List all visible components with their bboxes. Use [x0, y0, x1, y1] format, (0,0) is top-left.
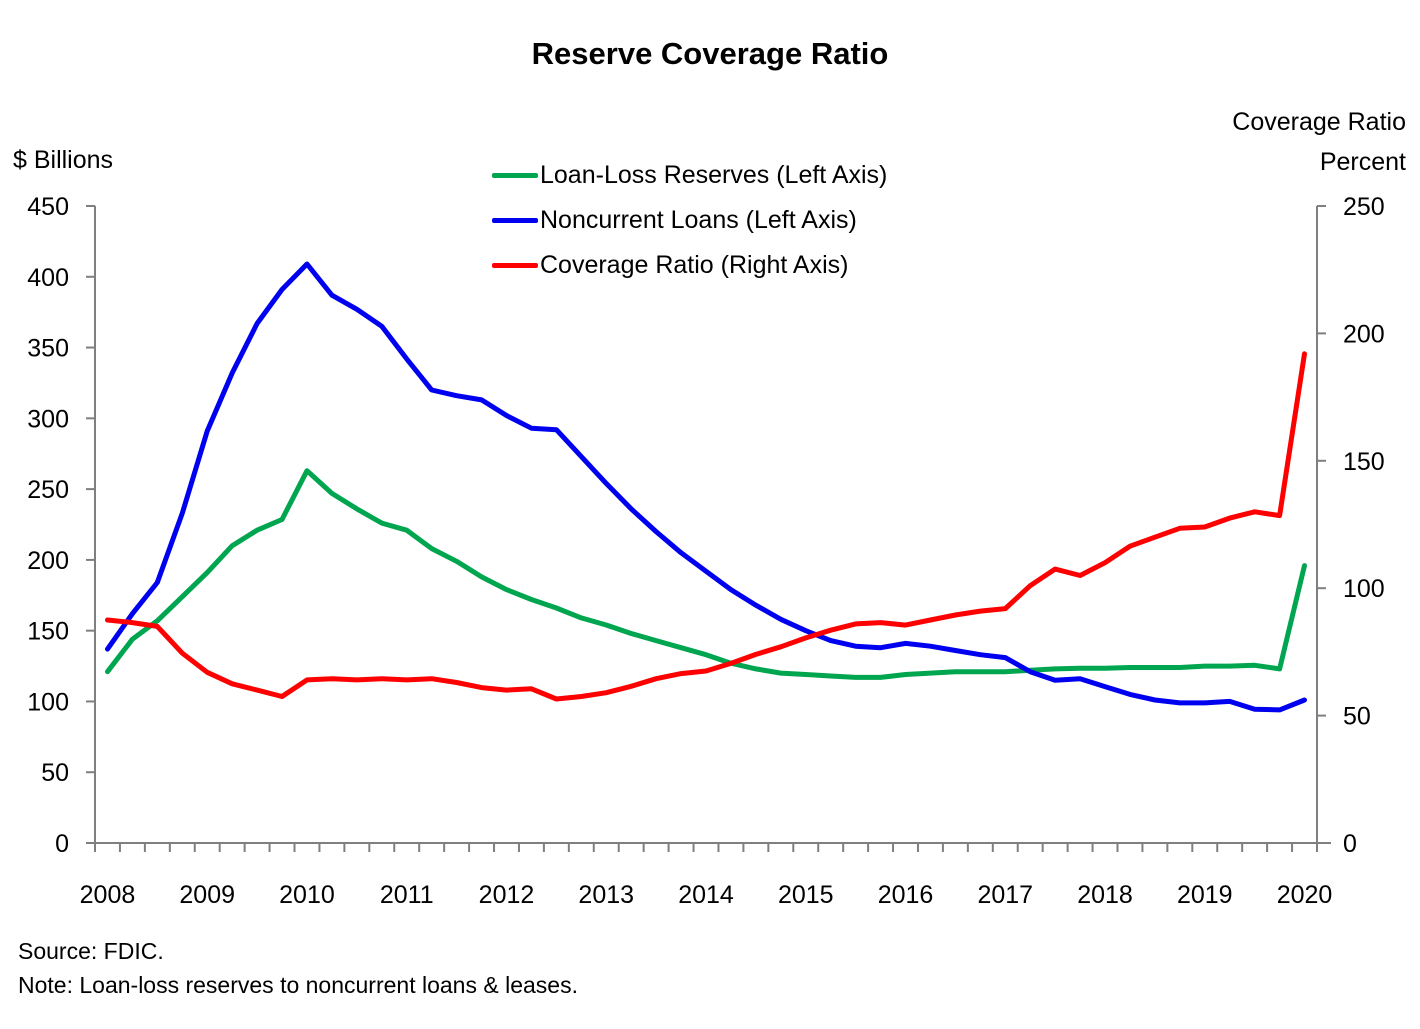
left-axis-tick-label: 150: [27, 618, 69, 646]
legend-item-noncurrent-loans: Noncurrent Loans (Left Axis): [492, 198, 887, 243]
x-axis-year-label: 2012: [479, 881, 535, 909]
series-line-coverage-ratio-right-axis: [105, 351, 1307, 702]
right-axis-header-line2: Percent: [1319, 148, 1406, 176]
right-axis-tick-label: 200: [1343, 320, 1385, 348]
series-line-noncurrent-loans-left-axis: [105, 261, 1307, 713]
x-axis-year-label: 2014: [678, 881, 734, 909]
x-axis-year-label: 2010: [279, 881, 335, 909]
legend-swatch-blue-line: [492, 218, 538, 223]
legend-label: Loan-Loss Reserves (Left Axis): [540, 161, 888, 189]
source-note-block: Source: FDIC. Note: Loan-loss reserves t…: [18, 934, 578, 1002]
note-text: Note: Loan-loss reserves to noncurrent l…: [18, 972, 578, 998]
x-axis-year-label: 2011: [380, 881, 434, 909]
right-axis-tick-label: 0: [1343, 830, 1357, 858]
x-axis-year-label: 2009: [179, 881, 235, 909]
chart-title: Reserve Coverage Ratio: [531, 36, 889, 71]
right-axis-header: Coverage Ratio Percent: [1232, 102, 1406, 182]
left-axis-tick-label: 350: [27, 335, 69, 363]
right-axis-tick-label: 100: [1343, 575, 1385, 603]
left-axis-tick-label: 400: [27, 264, 69, 292]
legend-label: Coverage Ratio (Right Axis): [540, 251, 849, 279]
legend: Loan-Loss Reserves (Left Axis) Noncurren…: [492, 153, 887, 288]
left-axis-tick-label: 0: [55, 830, 69, 858]
x-axis-year-label: 2013: [578, 881, 634, 909]
left-axis-tick-label: 50: [41, 759, 69, 787]
right-axis-tick-label: 250: [1343, 193, 1385, 221]
left-axis-tick-label: 450: [27, 193, 69, 221]
x-axis-year-label: 2015: [778, 881, 834, 909]
right-axis-tick-label: 50: [1343, 703, 1371, 731]
source-text: Source: FDIC.: [18, 938, 164, 964]
x-axis-year-label: 2018: [1077, 881, 1133, 909]
legend-label: Noncurrent Loans (Left Axis): [540, 206, 857, 234]
left-axis-tick-label: 300: [27, 405, 69, 433]
right-axis-header-line1: Coverage Ratio: [1232, 108, 1406, 136]
series-line-loan-loss-reserves-left-axis: [105, 468, 1307, 680]
legend-item-loan-loss-reserves: Loan-Loss Reserves (Left Axis): [492, 153, 887, 198]
left-axis-tick-label: 100: [27, 688, 69, 716]
legend-swatch-red-line: [492, 263, 538, 268]
x-axis-year-label: 2019: [1177, 881, 1233, 909]
legend-swatch-green-line: [492, 173, 538, 178]
left-axis-header: $ Billions: [13, 146, 114, 174]
x-axis-year-label: 2020: [1277, 881, 1333, 909]
legend-item-coverage-ratio: Coverage Ratio (Right Axis): [492, 243, 887, 288]
left-axis-tick-label: 250: [27, 476, 69, 504]
x-axis-year-label: 2016: [878, 881, 934, 909]
x-axis-year-label: 2008: [80, 881, 136, 909]
right-axis-tick-label: 150: [1343, 448, 1385, 476]
left-axis-tick-label: 200: [27, 547, 69, 575]
x-axis-year-label: 2017: [977, 881, 1033, 909]
